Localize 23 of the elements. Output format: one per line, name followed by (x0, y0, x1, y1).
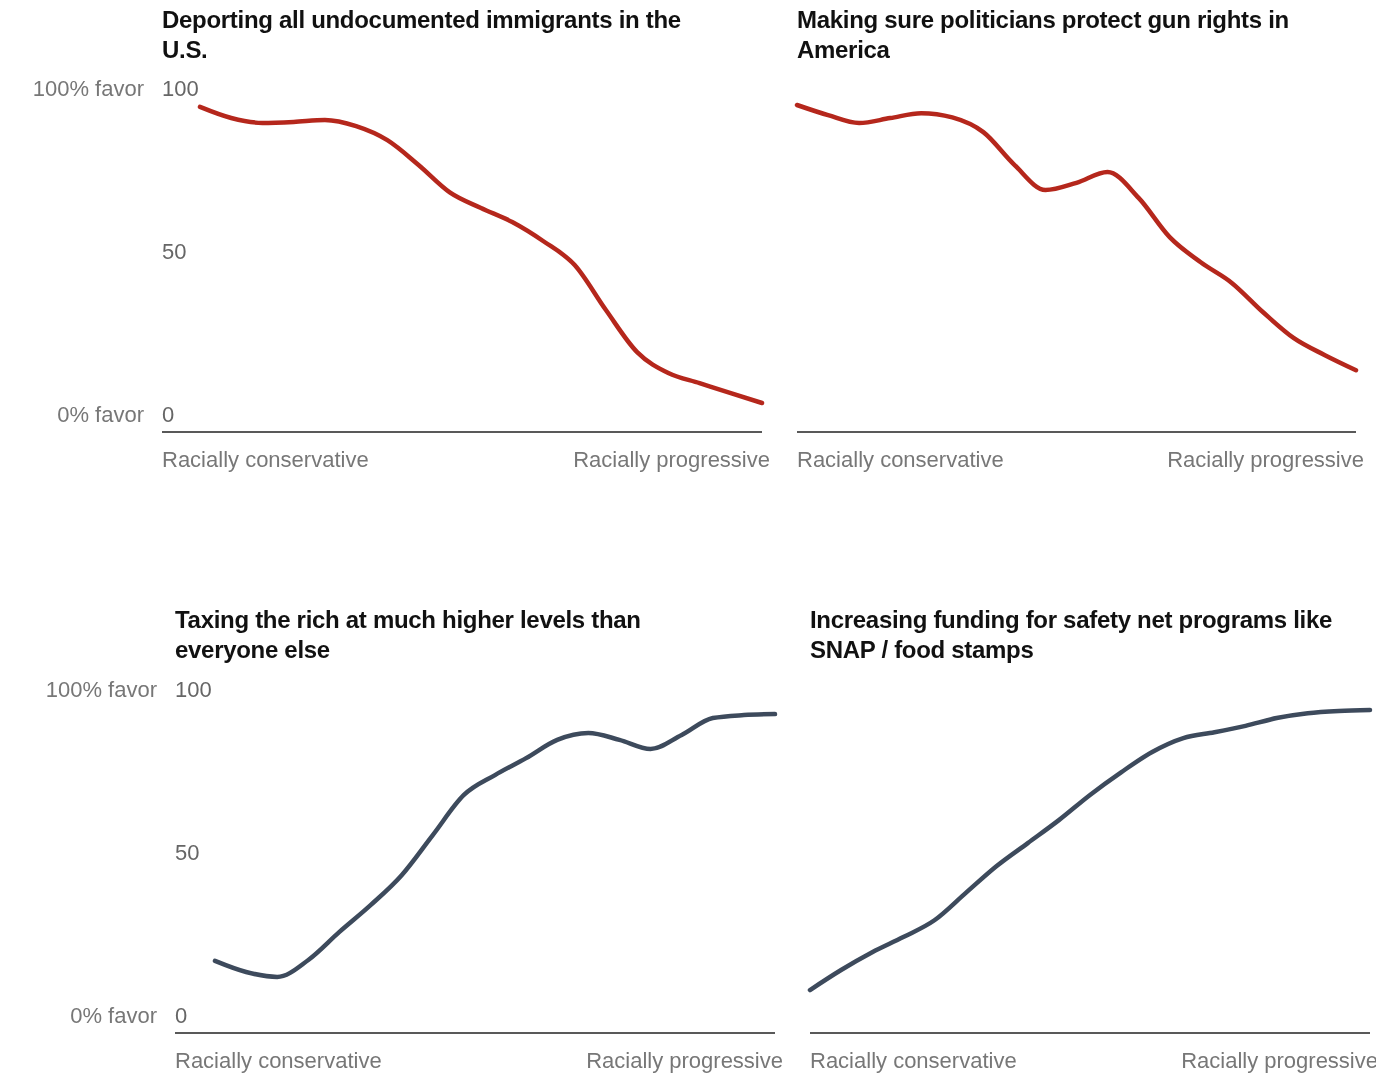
text: Racially conservative (175, 1047, 382, 1073)
line-series (197, 104, 765, 406)
text: 0% favor (70, 1002, 157, 1028)
text: 100% favor (32, 75, 144, 101)
text: Racially conservative (810, 1047, 1017, 1073)
y-tick-label: 100 (162, 75, 199, 101)
chart-title: Increasing funding for safety net programs like SNAP / food stamps (810, 606, 1333, 663)
text: Racially progressive (1167, 446, 1364, 472)
y-tick-label: 50 (175, 839, 200, 865)
text: Racially conservative (162, 446, 369, 472)
text: 0% favor (57, 401, 144, 427)
text: 100% favor (45, 676, 157, 702)
text: Racially conservative (797, 446, 1004, 472)
y-tick-label: 0 (175, 1002, 188, 1028)
y-tick-label: 0 (162, 401, 175, 427)
chart-title: Taxing the rich at much higher levels than everyone else (175, 606, 641, 663)
y-tick-label: 50 (162, 238, 187, 264)
y-tick-label: 100 (175, 676, 212, 702)
text: Racially progressive (586, 1047, 783, 1073)
chart-title: Making sure politicians protect gun rights in America (797, 6, 1289, 63)
text: Racially progressive (573, 446, 770, 472)
chart-title: Deporting all undocumented immigrants in the U.S. (162, 6, 681, 63)
line-series (212, 711, 778, 980)
